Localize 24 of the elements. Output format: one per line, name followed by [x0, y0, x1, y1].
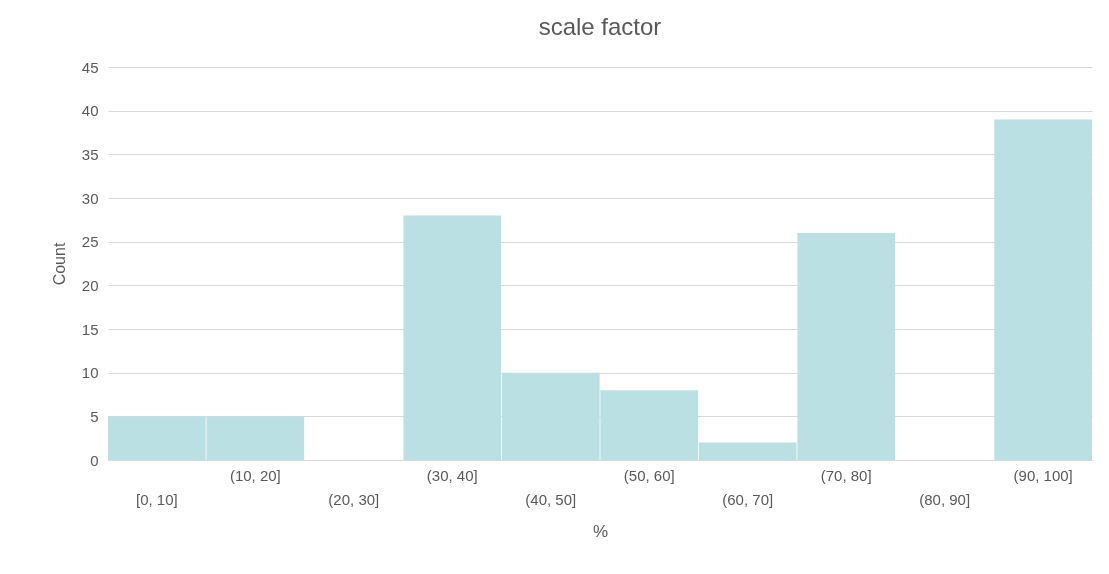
y-tick-label: 25 — [81, 233, 99, 251]
y-tick-label: 45 — [81, 58, 99, 76]
y-tick-label: 30 — [81, 189, 99, 207]
x-tick-label: (30, 40] — [426, 466, 478, 484]
x-tick-label: (10, 20] — [229, 466, 281, 484]
x-tick-label: [0, 10] — [135, 490, 178, 508]
y-tick-label: 15 — [81, 320, 99, 338]
x-tick-label: (70, 80] — [820, 466, 872, 484]
y-tick-label: 35 — [81, 145, 99, 163]
x-tick-label: (50, 60] — [623, 466, 675, 484]
x-tick-label: (80, 90] — [919, 490, 971, 508]
x-tick-label: (90, 100] — [1013, 466, 1073, 484]
x-axis-title: % — [592, 521, 609, 541]
y-tick-label: 10 — [81, 364, 99, 382]
x-tick-label: (60, 70] — [722, 490, 774, 508]
y-tick-label: 0 — [90, 451, 99, 469]
chart-title: scale factor — [538, 13, 662, 40]
y-axis-title: Count — [50, 242, 68, 286]
y-tick-label: 40 — [81, 102, 99, 120]
x-tick-label: (40, 50] — [525, 490, 577, 508]
x-tick-label: (20, 30] — [328, 490, 380, 508]
y-tick-label: 5 — [90, 407, 99, 425]
bar — [994, 119, 1092, 460]
y-tick-label: 20 — [81, 276, 99, 294]
